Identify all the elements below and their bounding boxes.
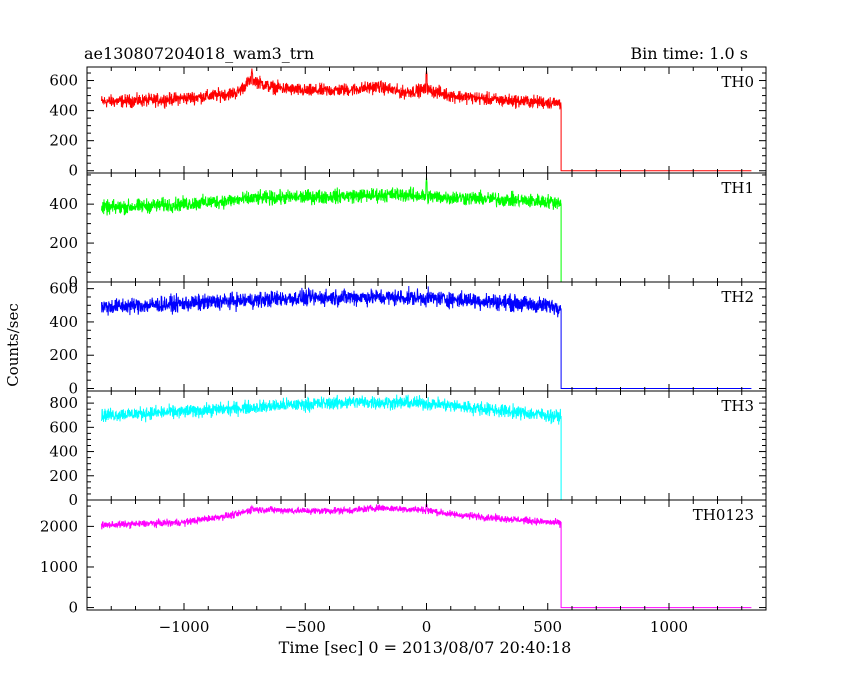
y-tick-label: 400 (49, 313, 78, 331)
x-axis-label: Time [sec] 0 = 2013/08/07 20:40:18 (279, 638, 572, 657)
panel-th3: 0 200 400 600 800 TH3 (49, 390, 767, 509)
x-tick-label: −1000 (159, 618, 210, 636)
bin-time-label: Bin time: 1.0 s (630, 44, 748, 63)
chart-title: ae130807204018_wam3_trn (84, 44, 314, 63)
y-tick-label: 1000 (40, 558, 78, 576)
y-axis-label: Counts/sec (4, 303, 22, 387)
series-line-th2 (101, 285, 752, 389)
panel-th0123: 0 1000 2000 TH0123 (40, 499, 767, 617)
y-tick-label: 200 (49, 132, 78, 150)
panel-frame (86, 499, 767, 611)
y-tick-label: 2000 (40, 517, 78, 535)
y-tick-label: 200 (49, 346, 78, 364)
panels-group: 0 200 400 600 TH0 0 200 400 TH1 0 200 400 600 TH2 0 200… (40, 66, 767, 636)
y-tick-label: 0 (68, 599, 78, 617)
x-tick-label: −500 (285, 618, 326, 636)
panel-th0: 0 200 400 600 TH0 (49, 66, 767, 180)
panel-label-th0123: TH0123 (693, 506, 754, 524)
y-tick-label: 0 (68, 491, 78, 509)
panel-frame (86, 172, 767, 283)
y-tick-label: 600 (49, 418, 78, 436)
y-tick-label: 400 (49, 443, 78, 461)
y-tick-label: 0 (68, 273, 78, 291)
y-tick-label: 400 (49, 195, 78, 213)
x-tick-label: 0 (422, 618, 432, 636)
x-tick-label: 1000 (650, 618, 688, 636)
panel-label-th1: TH1 (721, 179, 754, 197)
y-tick-label: 600 (49, 72, 78, 90)
y-tick-label: 0 (68, 380, 78, 398)
y-tick-label: 0 (68, 162, 78, 180)
series-line-th3 (101, 394, 752, 501)
y-tick-label: 200 (49, 467, 78, 485)
y-tick-label: 800 (49, 394, 78, 412)
panel-th2: 0 200 400 600 TH2 (49, 280, 767, 398)
series-line-th1 (101, 176, 752, 283)
x-tick-label: 500 (533, 618, 562, 636)
panel-label-th3: TH3 (721, 397, 754, 415)
y-tick-label: 600 (49, 280, 78, 298)
panel-label-th2: TH2 (721, 288, 754, 306)
y-tick-label: 400 (49, 102, 78, 120)
panel-th1: 0 200 400 TH1 (49, 172, 767, 291)
y-tick-label: 200 (49, 234, 78, 252)
panel-frame (86, 66, 767, 174)
series-line-th0123 (101, 502, 752, 609)
series-line-th0 (101, 68, 752, 172)
panel-label-th0: TH0 (721, 73, 754, 91)
